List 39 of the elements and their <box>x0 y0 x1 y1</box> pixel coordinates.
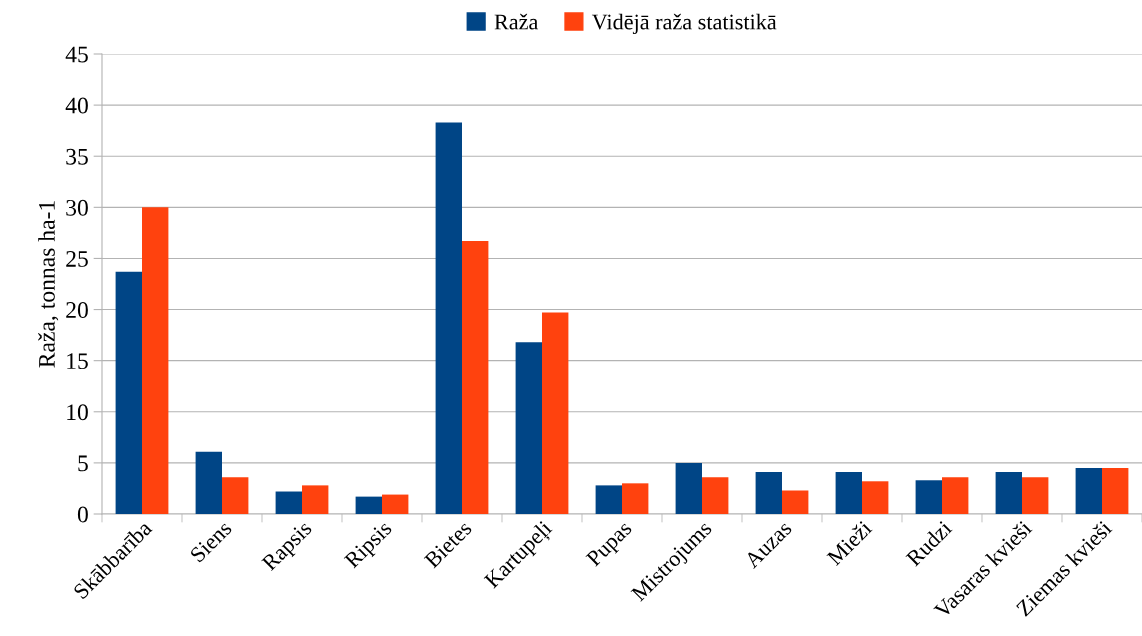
bar <box>142 207 169 514</box>
y-tick-label: 20 <box>66 302 88 318</box>
bar <box>275 491 302 514</box>
y-tick-label: 5 <box>78 455 88 472</box>
bar <box>355 496 382 514</box>
bar <box>435 122 462 514</box>
bar <box>782 490 809 514</box>
legend-label: Vidējā raža statistikā <box>591 13 777 34</box>
bar <box>995 472 1022 514</box>
bar <box>1022 477 1049 514</box>
y-tick-label: 25 <box>66 251 88 267</box>
bar <box>302 485 329 514</box>
bar <box>755 472 782 514</box>
bar <box>862 481 889 514</box>
bar <box>835 472 862 514</box>
bar <box>1102 468 1129 514</box>
bar <box>222 477 249 514</box>
y-tick-label: 40 <box>65 97 88 114</box>
bar <box>595 485 622 514</box>
y-axis-title: Raža, tonnas ha-1 <box>38 201 59 368</box>
y-tick-label: 35 <box>66 148 88 165</box>
bar <box>1075 468 1102 514</box>
y-tick-label: 30 <box>66 199 88 216</box>
bar <box>542 312 569 514</box>
y-tick-label: 45 <box>65 46 88 63</box>
bar <box>915 480 942 514</box>
bar <box>195 451 222 514</box>
bar <box>622 483 649 514</box>
bar <box>515 342 542 514</box>
bar <box>462 241 489 514</box>
bar <box>382 494 409 514</box>
y-tick-label: 0 <box>77 506 88 523</box>
y-tick-label: 15 <box>67 353 88 370</box>
legend-label: Raža <box>494 13 539 30</box>
bar <box>942 477 969 514</box>
bar <box>115 271 142 514</box>
y-tick-label: 10 <box>67 404 88 421</box>
bar <box>702 477 729 514</box>
bar <box>675 462 702 514</box>
